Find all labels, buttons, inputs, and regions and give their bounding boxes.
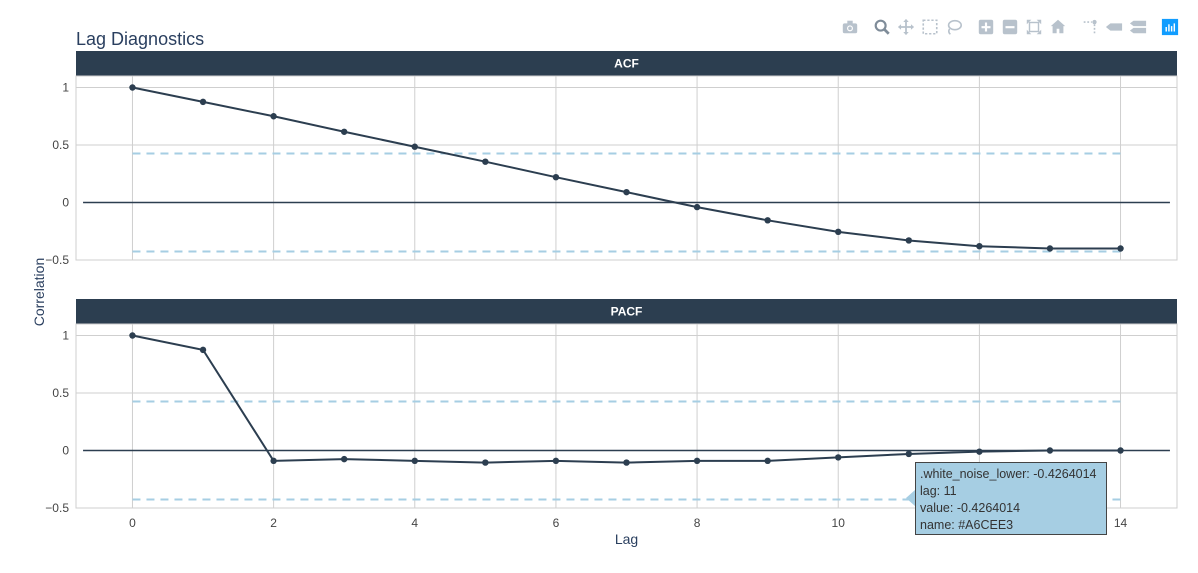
spike-lines-button[interactable] (1080, 17, 1100, 37)
hover-compare-button[interactable] (1128, 17, 1148, 37)
panel-strip (76, 299, 1177, 324)
data-point (411, 143, 418, 150)
data-point (1117, 447, 1124, 454)
data-point (340, 128, 348, 135)
data-point (552, 174, 560, 181)
panel-strip-label: PACF (611, 305, 643, 319)
data-point (976, 243, 983, 250)
box-select-icon (922, 19, 938, 35)
x-tick-label: 6 (553, 516, 560, 530)
x-tick-label: 10 (832, 516, 846, 530)
plotly-logo-button[interactable] (1160, 17, 1180, 37)
zoom-button[interactable] (872, 17, 892, 37)
x-tick-label: 2 (270, 516, 277, 530)
autoscale-button[interactable] (1024, 17, 1044, 37)
hover-tooltip: .white_noise_lower: -0.4264014 lag: 11 v… (915, 462, 1107, 535)
panel-acf: ACF 1 0.5 0 −0.5 (45, 51, 1178, 267)
data-point (835, 454, 842, 461)
data-point (340, 455, 348, 463)
panel-strip (76, 51, 1177, 76)
data-point (129, 332, 136, 339)
y-tick-label: 0 (62, 444, 69, 458)
data-point (552, 457, 560, 465)
y-tick-label: 1 (62, 81, 69, 95)
data-point (623, 188, 630, 196)
pan-button[interactable] (896, 17, 916, 37)
box-select-button[interactable] (920, 17, 940, 37)
data-point (270, 113, 277, 120)
data-point (482, 459, 489, 466)
data-point (693, 203, 701, 211)
x-axis-title: Lag (615, 531, 638, 547)
zoom-out-button[interactable] (1000, 17, 1020, 37)
pan-icon (897, 18, 915, 36)
x-tick-label: 0 (129, 516, 136, 530)
data-point (764, 217, 771, 224)
tooltip-line-name: name: #A6CEE3 (920, 518, 1014, 532)
series-line-acf (132, 86, 1121, 250)
tooltip-arrow (906, 490, 915, 506)
data-point (976, 448, 983, 455)
tooltip-line-value: value: -0.4264014 (920, 501, 1021, 515)
chart-title: Lag Diagnostics (76, 29, 205, 49)
zoom-out-icon (1002, 19, 1018, 35)
panel-strip-label: ACF (614, 57, 639, 71)
data-point (1117, 245, 1124, 252)
hover-closest-button[interactable] (1104, 17, 1124, 37)
zoom-icon (874, 19, 890, 35)
data-point (623, 459, 630, 466)
panel-border (75, 323, 1178, 509)
y-tick-label: −0.5 (45, 501, 69, 515)
reset-axes-icon (1050, 19, 1066, 34)
tooltip-line-lag: lag: 11 (920, 484, 957, 498)
zoom-in-icon (978, 19, 994, 35)
zoom-in-button[interactable] (976, 17, 996, 37)
autoscale-icon (1026, 19, 1042, 35)
data-point (482, 158, 489, 165)
data-point (129, 84, 136, 91)
data-point (693, 457, 701, 465)
data-point (905, 237, 913, 244)
y-tick-label: −0.5 (45, 253, 69, 267)
lasso-select-icon (947, 19, 963, 35)
camera-button[interactable] (840, 17, 860, 37)
data-point (1046, 245, 1054, 252)
data-point (199, 346, 207, 354)
data-point (905, 450, 913, 458)
hover-compare-icon (1129, 20, 1147, 34)
data-point (835, 228, 842, 236)
y-axis-title: Correlation (31, 258, 47, 326)
y-tick-label: 0.5 (52, 138, 69, 152)
tooltip-line-series: .white_noise_lower: -0.4264014 (920, 467, 1097, 481)
hover-closest-icon (1105, 23, 1123, 31)
reset-axes-button[interactable] (1048, 17, 1068, 37)
plotly-logo-icon (1161, 18, 1179, 36)
data-point (1046, 447, 1054, 454)
y-tick-label: 1 (62, 329, 69, 343)
x-tick-label: 8 (694, 516, 701, 530)
modebar-toolbar (836, 16, 1180, 38)
series-line-pacf (132, 334, 1121, 464)
data-point (411, 457, 418, 465)
panel-border (75, 75, 1178, 261)
data-point (199, 98, 207, 106)
spike-lines-icon (1083, 19, 1097, 35)
camera-icon (842, 20, 858, 34)
y-tick-label: 0 (62, 196, 69, 210)
x-tick-label: 4 (411, 516, 418, 530)
data-point (764, 457, 771, 465)
data-point (270, 457, 277, 465)
lasso-select-button[interactable] (944, 17, 964, 37)
y-tick-label: 0.5 (52, 386, 69, 400)
x-tick-label: 14 (1114, 516, 1128, 530)
